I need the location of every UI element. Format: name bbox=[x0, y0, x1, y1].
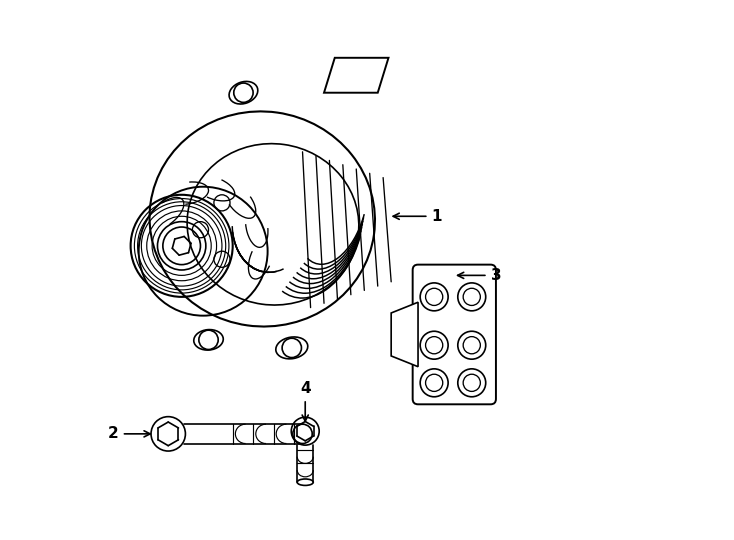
Text: 4: 4 bbox=[300, 381, 310, 421]
Polygon shape bbox=[324, 58, 388, 93]
Ellipse shape bbox=[229, 82, 258, 104]
FancyBboxPatch shape bbox=[413, 265, 496, 404]
Text: 1: 1 bbox=[393, 209, 442, 224]
Text: 2: 2 bbox=[108, 427, 150, 441]
Text: 3: 3 bbox=[457, 268, 501, 283]
Ellipse shape bbox=[194, 329, 223, 350]
Polygon shape bbox=[391, 302, 418, 367]
Ellipse shape bbox=[276, 337, 308, 359]
